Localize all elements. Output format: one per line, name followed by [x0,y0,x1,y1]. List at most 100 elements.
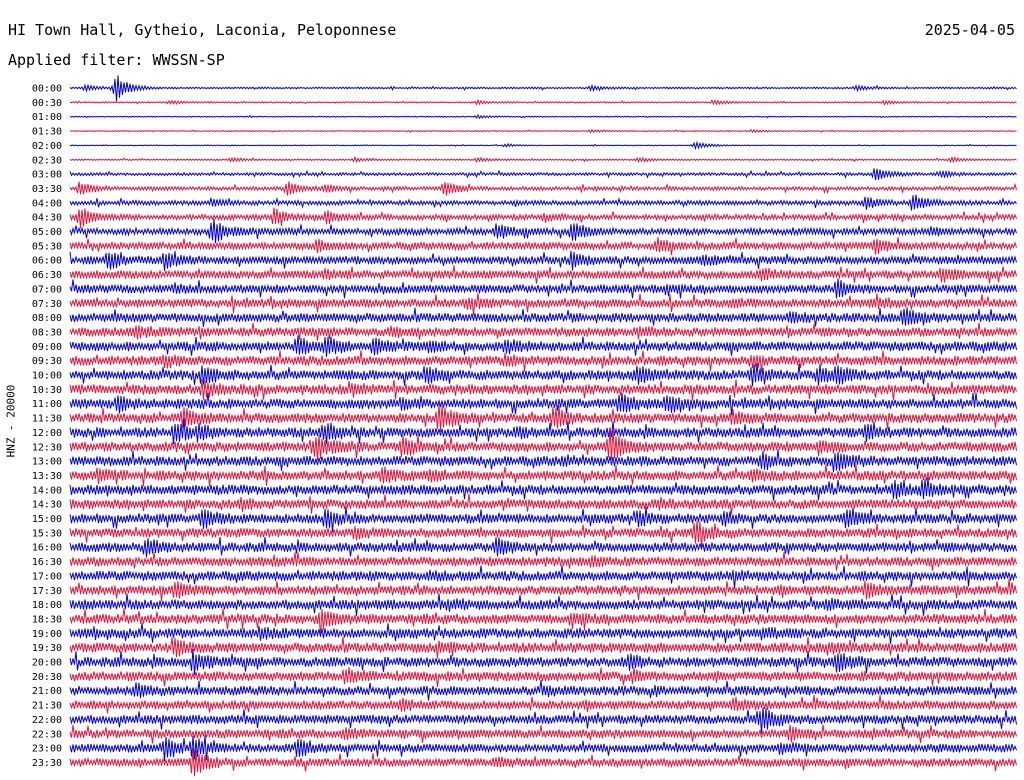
seismic-traces [69,75,1017,777]
seismic-trace [69,551,1017,571]
time-label: 11:30 [32,414,62,425]
seismic-trace [69,724,1017,744]
seismic-trace [69,536,1017,558]
seismic-trace [69,493,1017,515]
time-label: 17:30 [32,586,62,597]
time-label: 08:00 [32,313,62,324]
time-label: 13:00 [32,457,62,468]
time-label: 21:00 [32,686,62,697]
seismic-trace [69,168,1017,181]
seismic-trace [69,113,1017,120]
time-label: 20:00 [32,658,62,669]
time-label: 00:30 [32,98,62,109]
seismic-trace [69,278,1017,299]
seismic-trace [69,565,1017,589]
seismic-trace [69,98,1017,107]
seismic-trace [69,250,1017,271]
time-label: 04:00 [32,198,62,209]
seismic-trace [69,427,1017,461]
time-label: 18:30 [32,614,62,625]
time-label: 23:30 [32,758,62,769]
seismic-trace [69,622,1017,644]
seismic-trace [69,128,1017,134]
seismic-trace [69,392,1017,415]
time-label: 21:30 [32,701,62,712]
seismic-trace [69,335,1017,357]
seismic-trace [69,181,1017,196]
seismic-trace [69,363,1017,387]
seismic-trace [69,292,1017,316]
time-label: 06:00 [32,256,62,267]
time-label: 19:30 [32,643,62,654]
time-label: 15:00 [32,514,62,525]
time-label: 03:30 [32,184,62,195]
seismic-trace [69,194,1017,211]
seismic-trace [69,464,1017,487]
seismic-trace [69,520,1017,547]
seismic-trace [69,735,1017,761]
seismic-trace [69,679,1017,701]
station-title: HI Town Hall, Gytheio, Laconia, Peloponn… [8,21,397,39]
time-label: 22:30 [32,729,62,740]
time-label: 06:30 [32,270,62,281]
time-label: 07:00 [32,284,62,295]
time-label: 10:00 [32,371,62,382]
time-label: 01:00 [32,112,62,123]
time-label: 08:30 [32,327,62,338]
seismic-trace [69,579,1017,601]
time-label: 14:00 [32,485,62,496]
time-label: 05:00 [32,227,62,238]
time-label: 16:30 [32,557,62,568]
seismic-trace [69,218,1017,244]
seismic-trace [69,648,1017,675]
time-label: 23:00 [32,744,62,755]
seismic-trace [69,155,1017,164]
time-label: 14:30 [32,500,62,511]
time-label: 03:00 [32,170,62,181]
time-label: 02:30 [32,155,62,166]
seismic-trace [69,379,1017,401]
time-label: 12:30 [32,442,62,453]
seismic-trace [69,449,1017,473]
seismic-trace [69,237,1017,256]
time-label: 04:30 [32,213,62,224]
seismic-trace [69,350,1017,373]
seismic-trace [69,636,1017,659]
time-label: 19:00 [32,629,62,640]
time-label: 09:00 [32,342,62,353]
time-label: 07:30 [32,299,62,310]
time-label: 17:00 [32,571,62,582]
seismic-trace [69,608,1017,637]
seismic-trace [69,707,1017,734]
seismic-trace [69,667,1017,688]
time-label: 05:30 [32,241,62,252]
seismic-trace [69,477,1017,501]
time-label: 13:30 [32,471,62,482]
seismic-trace [69,75,1017,102]
filter-label: Applied filter: WWSSN-SP [8,51,225,69]
date-label: 2025-04-05 [924,21,1015,39]
time-label: 16:00 [32,543,62,554]
seismic-trace [69,322,1017,341]
seismic-trace [69,207,1017,229]
seismic-trace [69,140,1017,151]
seismic-trace [69,418,1017,445]
seismic-trace [69,593,1017,616]
time-label: 12:00 [32,428,62,439]
time-label: 20:30 [32,672,62,683]
seismic-trace [69,265,1017,284]
time-labels: 00:00 00:30 01:00 01:30 02:00 02:30 03:00 03:30… [32,84,62,769]
time-label: 09:30 [32,356,62,367]
time-label: 10:30 [32,385,62,396]
time-label: 18:00 [32,600,62,611]
time-label: 11:00 [32,399,62,410]
seismic-trace [69,694,1017,714]
seismic-trace [69,403,1017,432]
seismic-trace [69,307,1017,327]
seismic-trace [69,506,1017,533]
time-label: 00:00 [32,84,62,95]
time-label: 22:00 [32,715,62,726]
time-label: 01:30 [32,127,62,138]
time-label: 15:30 [32,528,62,539]
